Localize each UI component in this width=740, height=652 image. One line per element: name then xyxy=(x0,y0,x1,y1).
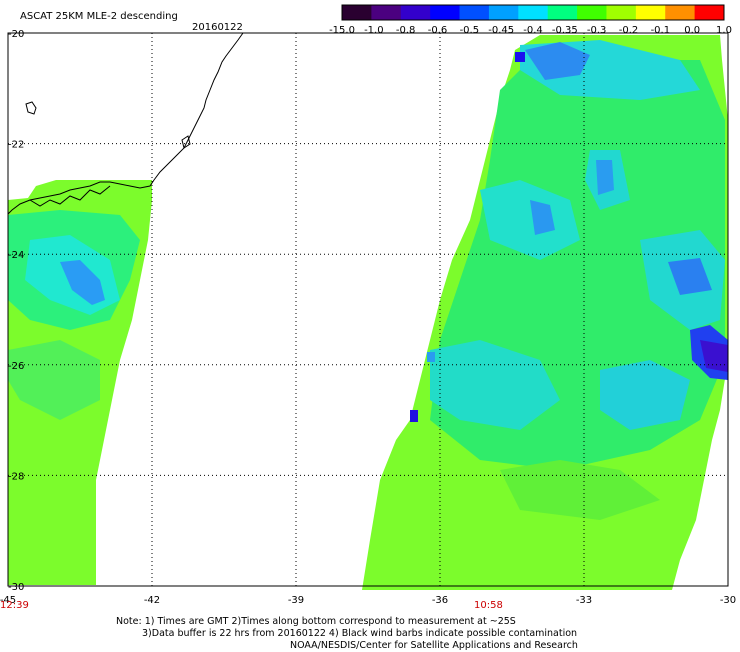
latitude-tick-label: -30 xyxy=(8,582,24,593)
colorbar-swatch xyxy=(459,5,490,20)
west-swath xyxy=(8,180,152,585)
colorbar-frame xyxy=(341,4,725,21)
colorbar-tick-label: -0.8 xyxy=(396,25,416,36)
longitude-labels: -45 -42 -39 -36 -33 -30 xyxy=(0,595,736,606)
map-title: ASCAT 25KM MLE-2 descending xyxy=(20,11,178,22)
footnote-line-1: Note: 1) Times are GMT 2)Times along bot… xyxy=(116,616,516,627)
footnote-line-2: 3)Data buffer is 22 hrs from 20160122 4)… xyxy=(142,628,578,639)
east-swath xyxy=(362,35,728,590)
colorbar-swatch xyxy=(430,5,461,20)
colorbar-tick-label: -0.2 xyxy=(619,25,639,36)
colorbar-tick-label: -0.4 xyxy=(523,25,543,36)
colorbar-tick-label: 0.0 xyxy=(684,25,700,36)
colorbar-tick-label: -1.0 xyxy=(364,25,384,36)
colorbar-swatch xyxy=(342,5,372,20)
coastline xyxy=(7,32,244,215)
colorbar-swatch xyxy=(371,5,402,20)
longitude-tick-label: -39 xyxy=(288,595,304,606)
graticule xyxy=(7,32,729,587)
colorbar-tick-label: -0.35 xyxy=(552,25,578,36)
colorbar-swatch xyxy=(694,5,725,20)
latitude-labels: -20 -22 -24 -26 -28 -30 xyxy=(8,29,24,593)
longitude-tick-label: -30 xyxy=(720,595,736,606)
colorbar-tick-label: 1.0 xyxy=(716,25,732,36)
latitude-tick-label: -20 xyxy=(8,29,24,40)
longitude-tick-label: -33 xyxy=(576,595,592,606)
longitude-tick-label: -42 xyxy=(144,595,160,606)
colorbar-tick-label: -0.3 xyxy=(587,25,607,36)
colorbar-swatch xyxy=(400,5,431,20)
colorbar-swatch xyxy=(635,5,666,20)
longitude-tick-label: -45 xyxy=(0,595,16,606)
colorbar-swatch xyxy=(518,5,549,20)
colorbar-swatch xyxy=(547,5,578,20)
colorbar-swatch xyxy=(488,5,519,20)
coastline-lagoon xyxy=(181,135,191,149)
longitude-tick-label: -36 xyxy=(432,595,448,606)
map-date: 20160122 xyxy=(192,22,243,33)
footnote-line-3: NOAA/NESDIS/Center for Satellite Applica… xyxy=(290,640,578,651)
swath-time-west: 12:39 xyxy=(0,600,29,611)
colorbar-tick-label: -0.1 xyxy=(651,25,671,36)
colorbar-swatch xyxy=(606,5,637,20)
coastline-bay xyxy=(29,185,111,207)
swath-time-east: 10:58 xyxy=(474,600,503,611)
colorbar-swatch xyxy=(577,5,607,20)
colorbar-swatch xyxy=(665,5,696,20)
colorbar-tick-label: -15.0 xyxy=(329,25,355,36)
colorbar-tick-label: -0.45 xyxy=(488,25,514,36)
colorbar xyxy=(341,4,725,21)
latitude-tick-label: -28 xyxy=(8,471,24,482)
colorbar-tick-label: -0.5 xyxy=(460,25,480,36)
latitude-tick-label: -24 xyxy=(8,250,24,261)
colorbar-labels: -15.0 -1.0 -0.8 -0.6 -0.5 -0.45 -0.4 -0.35 -0.3 -… xyxy=(329,25,732,36)
colorbar-tick-label: -0.6 xyxy=(428,25,448,36)
coastline-island xyxy=(25,101,37,115)
latitude-tick-label: -22 xyxy=(8,140,24,151)
latitude-tick-label: -26 xyxy=(8,361,24,372)
